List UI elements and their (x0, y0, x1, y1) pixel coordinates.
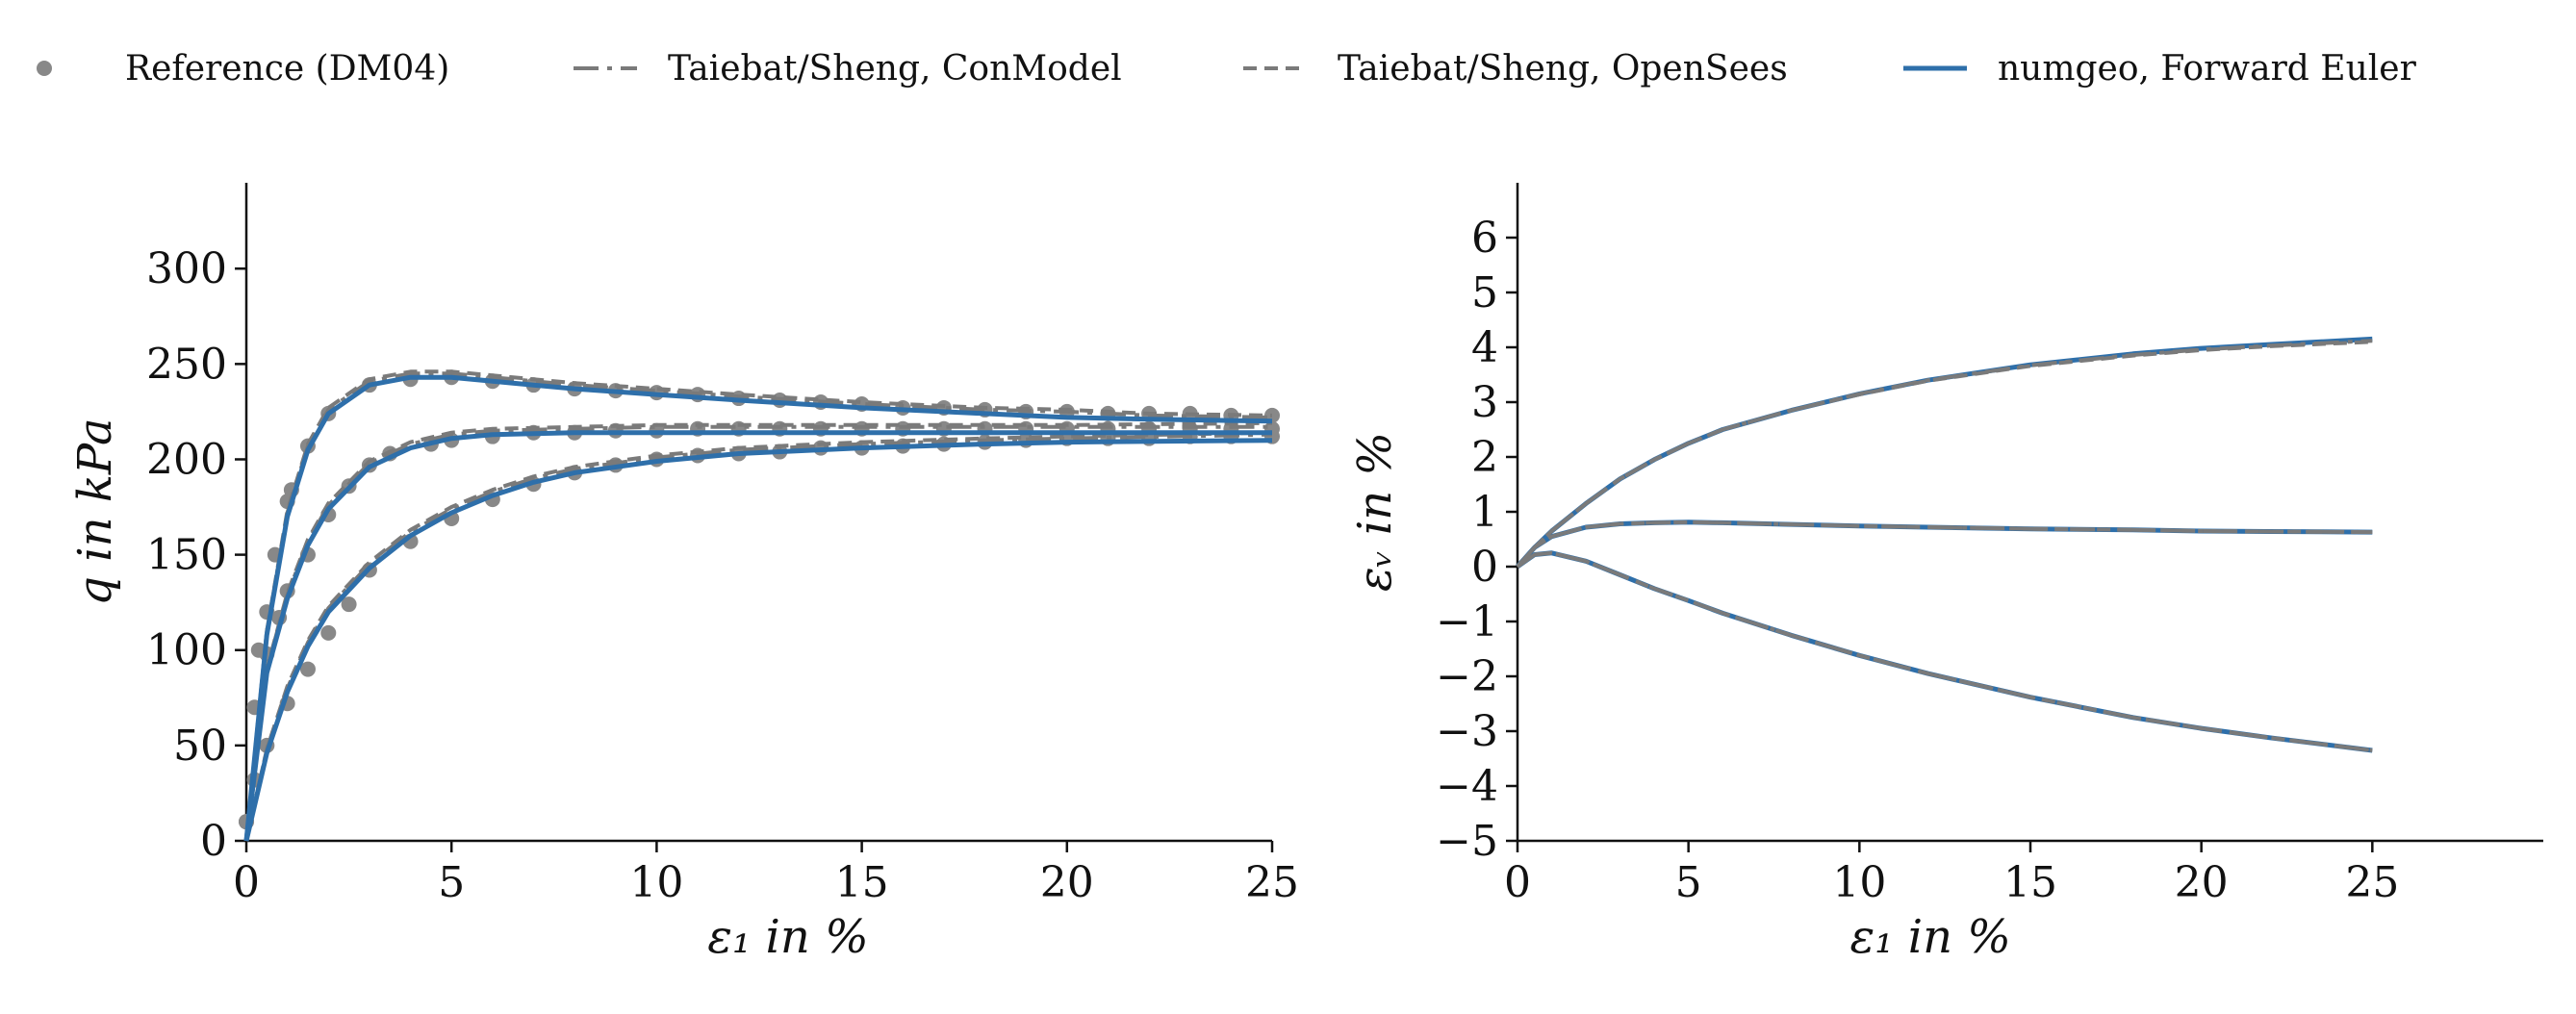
legend-item-numgeo: numgeo, Forward Euler (1901, 44, 2416, 92)
x-tick-label: 20 (2175, 858, 2229, 907)
legend-swatch-graphic (574, 66, 637, 70)
series-line-solid (1516, 550, 2373, 753)
series-line-dashdot (244, 432, 1273, 842)
y-axis-label: q in kPa (68, 418, 122, 605)
y-axis-label: εᵥ in % (1348, 432, 1402, 592)
y-tick-label: −2 (1436, 652, 1498, 701)
y-tick-label: 5 (1471, 268, 1498, 317)
legend: Reference (DM04) Taiebat/Sheng, ConModel… (0, 0, 2576, 135)
legend-label: numgeo, Forward Euler (1998, 48, 2416, 89)
series-line-dashdot (1516, 520, 2373, 569)
series-line-dashed (1516, 550, 2373, 752)
y-tick-label: 3 (1471, 378, 1498, 427)
y-tick-label: −4 (1436, 762, 1498, 811)
y-tick-label: 0 (200, 817, 227, 866)
y-tick-label: 50 (173, 722, 227, 771)
y-tick-label: 250 (146, 340, 227, 389)
y-tick-label: −5 (1436, 817, 1498, 866)
legend-swatch-marker (29, 59, 96, 78)
series-line-solid (243, 374, 1273, 842)
x-axis-label: ε₁ in % (1849, 910, 2010, 964)
x-tick-label: 0 (233, 858, 260, 907)
x-tick-label: 15 (835, 858, 889, 907)
x-tick-label: 5 (438, 858, 465, 907)
y-tick-label: 6 (1471, 214, 1498, 263)
legend-item-reference: Reference (DM04) (29, 44, 449, 92)
y-tick-label: 200 (146, 435, 227, 484)
y-tick-label: 1 (1471, 488, 1498, 537)
legend-label: Reference (DM04) (125, 48, 450, 89)
x-tick-label: 5 (1675, 858, 1702, 907)
legend-item-conmodel: Taiebat/Sheng, ConModel (572, 44, 1122, 92)
y-tick-label: 300 (146, 244, 227, 293)
legend-swatch-graphic (1903, 65, 1967, 71)
series-line-solid (243, 430, 1272, 842)
y-tick-label: −3 (1436, 707, 1498, 756)
series-line-dashdot (244, 424, 1272, 842)
y-tick-label: 0 (1471, 543, 1498, 592)
x-tick-label: 25 (1245, 858, 1299, 907)
x-tick-label: 10 (629, 858, 683, 907)
legend-marker (37, 61, 52, 76)
legend-item-opensees: Taiebat/Sheng, OpenSees (1241, 44, 1788, 92)
series-line-solid (243, 438, 1273, 842)
x-axis-label: ε₁ in % (707, 910, 868, 964)
x-tick-label: 0 (1504, 858, 1531, 907)
legend-swatch-graphic (1243, 66, 1307, 70)
legend-swatch-dashed (1241, 59, 1309, 78)
x-tick-label: 25 (2345, 858, 2399, 907)
legend-swatch-dashdot (572, 59, 639, 78)
y-tick-label: −1 (1436, 597, 1498, 646)
x-tick-label: 15 (2003, 858, 2057, 907)
legend-swatch-graphic (37, 61, 52, 76)
x-tick-label: 20 (1040, 858, 1094, 907)
series-line-dashed (1516, 340, 2373, 569)
series-line-dashed (244, 420, 1273, 842)
legend-label: Taiebat/Sheng, ConModel (668, 48, 1122, 89)
series-line-dashed (1516, 520, 2373, 569)
y-tick-label: 4 (1471, 323, 1498, 372)
chart-volumetric-strain: 0 5 10 15 20 25 −5 −4 −3 −2 −1 0 1 2 3 4 5 6 ε₁ in % εᵥ in … (1348, 183, 2543, 964)
data-point (320, 624, 337, 641)
data-point (341, 596, 357, 613)
legend-label: Taiebat/Sheng, OpenSees (1338, 48, 1788, 89)
series-line-dashed (244, 430, 1273, 842)
y-tick-label: 100 (146, 626, 227, 675)
legend-swatch-solid (1901, 59, 1969, 78)
data-point (299, 661, 316, 677)
y-tick-label: 2 (1471, 433, 1498, 482)
y-tick-label: 150 (146, 531, 227, 580)
x-tick-label: 10 (1832, 858, 1886, 907)
